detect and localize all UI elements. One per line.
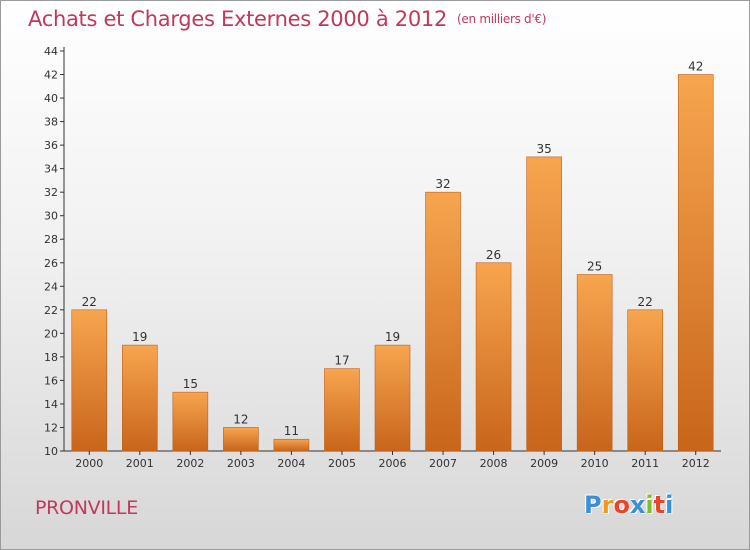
x-tick-label: 2009: [530, 457, 558, 470]
y-tick-label: 24: [44, 280, 58, 293]
bar-2000: [71, 309, 108, 452]
bar-2011: [627, 309, 663, 452]
x-tick-label: 2010: [581, 457, 609, 470]
data-label: 19: [132, 330, 147, 344]
chart-unit: (en milliers d'€): [457, 12, 547, 26]
logo-letter: P: [584, 491, 602, 519]
y-tick-label: 20: [44, 327, 58, 340]
bar-2007: [425, 191, 461, 452]
y-tick-label: 30: [44, 210, 58, 223]
data-label: 19: [385, 330, 400, 344]
bar-2010: [576, 274, 613, 452]
place-name: PRONVILLE: [35, 497, 138, 519]
x-tick-label: 2007: [429, 457, 457, 470]
bar-2005: [324, 368, 360, 452]
x-tick-label: 2012: [682, 457, 710, 470]
y-tick-label: 10: [44, 445, 58, 458]
y-tick-label: 12: [44, 421, 58, 434]
bar-2001: [122, 344, 158, 452]
data-label: 11: [284, 424, 299, 438]
y-tick-label: 38: [44, 116, 58, 129]
data-label: 15: [183, 377, 198, 391]
x-tick-label: 2000: [75, 457, 103, 470]
y-tick-label: 26: [44, 257, 58, 270]
chart-title: Achats et Charges Externes 2000 à 2012 (e…: [28, 7, 546, 31]
data-label: 22: [638, 295, 653, 309]
x-tick-label: 2003: [227, 457, 255, 470]
logo-letter: i: [665, 491, 674, 519]
bar-2009: [526, 156, 562, 452]
y-tick-label: 44: [44, 45, 58, 58]
logo-letter: i: [645, 491, 654, 519]
x-tick-label: 2008: [480, 457, 508, 470]
bar-2003: [223, 427, 259, 452]
y-tick-label: 34: [44, 163, 58, 176]
data-label: 22: [82, 295, 97, 309]
x-tick-label: 2001: [126, 457, 154, 470]
logo-letter: x: [629, 491, 646, 519]
proxiti-logo: Proxiti: [584, 491, 673, 519]
data-label: 17: [334, 354, 349, 368]
data-label: 32: [435, 177, 450, 191]
y-tick-label: 36: [44, 139, 58, 152]
bar-2006: [374, 344, 411, 452]
y-tick-label: 18: [44, 351, 58, 364]
y-tick-label: 22: [44, 304, 58, 317]
logo-letter: o: [613, 491, 630, 519]
bar-2002: [172, 391, 209, 452]
y-tick-label: 16: [44, 374, 58, 387]
bar-2004: [273, 438, 310, 452]
chart-title-text: Achats et Charges Externes 2000 à 2012: [28, 7, 448, 31]
bar-2008: [475, 262, 512, 452]
logo-letter: r: [601, 491, 614, 519]
y-tick-label: 42: [44, 69, 58, 82]
y-tick-label: 40: [44, 92, 58, 105]
y-tick-label: 32: [44, 186, 58, 199]
data-label: 26: [486, 248, 501, 262]
x-tick-label: 2005: [328, 457, 356, 470]
bar-2012: [677, 74, 714, 452]
x-tick-label: 2002: [176, 457, 204, 470]
logo-letter: t: [653, 491, 666, 519]
y-tick-label: 28: [44, 233, 58, 246]
x-tick-label: 2004: [277, 457, 305, 470]
data-label: 35: [536, 142, 551, 156]
x-tick-label: 2011: [631, 457, 659, 470]
data-label: 42: [688, 60, 703, 74]
data-label: 25: [587, 260, 602, 274]
data-label: 12: [233, 412, 248, 426]
y-tick-label: 14: [44, 398, 58, 411]
x-tick-label: 2006: [379, 457, 407, 470]
